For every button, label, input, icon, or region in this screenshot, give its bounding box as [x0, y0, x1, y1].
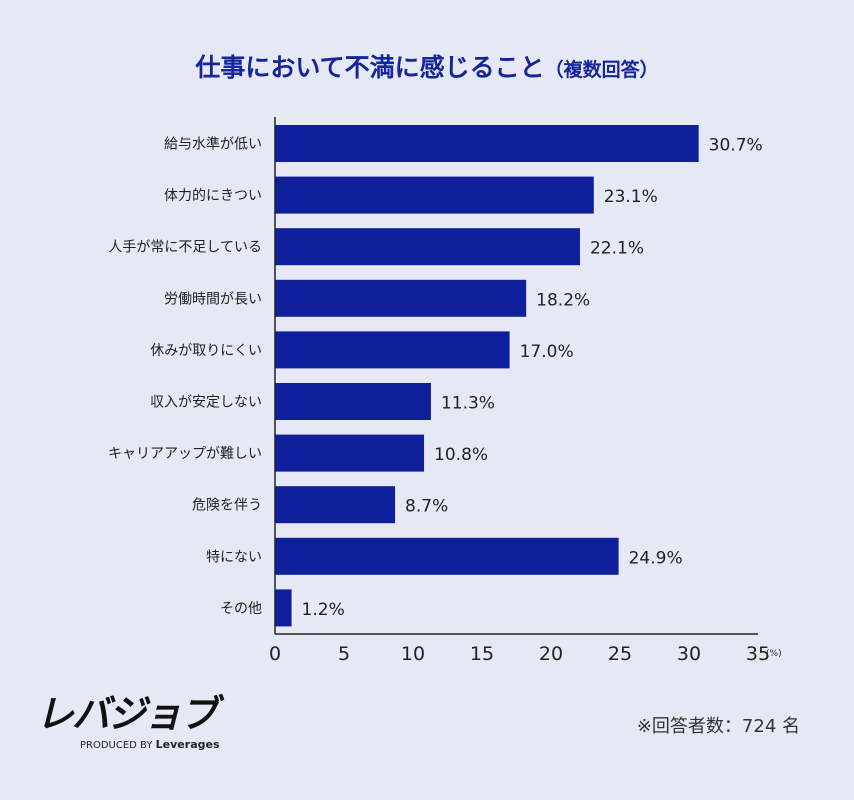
category-label: その他 [220, 601, 262, 617]
data-label: 22.1% [590, 239, 644, 259]
category-label: 特にない [206, 549, 262, 565]
category-label: 人手が常に不足している [108, 240, 262, 256]
x-tick-label: 25 [608, 643, 632, 665]
data-label: 10.8% [434, 445, 488, 465]
bar [275, 383, 431, 420]
data-label: 24.9% [629, 548, 683, 568]
category-label: 危険を伴う [192, 498, 262, 514]
category-label: 収入が安定しない [150, 395, 262, 411]
chart-title: 仕事において不満に感じること（複数回答） [0, 48, 854, 84]
x-tick-label: 10 [401, 643, 425, 665]
logo: レバジョブ PRODUCED BY Leverages [36, 694, 220, 751]
bar [275, 176, 594, 214]
x-tick-label: 20 [539, 643, 563, 665]
logo-sub: PRODUCED BY Leverages [80, 738, 220, 751]
bar [275, 331, 510, 369]
x-unit-label: (%) [766, 649, 782, 659]
data-label: 17.0% [520, 342, 574, 362]
category-label: 労働時間が長い [164, 291, 262, 307]
data-label: 18.2% [536, 290, 590, 310]
data-label: 8.7% [405, 497, 448, 517]
x-tick-label: 15 [470, 643, 494, 665]
x-tick-label: 5 [338, 643, 350, 665]
bar [275, 279, 527, 317]
subtitle-text: （複数回答） [544, 59, 659, 81]
data-label: 23.1% [604, 187, 658, 207]
data-label: 1.2% [302, 600, 345, 620]
bar [275, 125, 699, 162]
x-tick-label: 35 [746, 643, 770, 665]
data-label: 30.7% [709, 136, 763, 156]
bar [275, 434, 425, 472]
data-label: 11.3% [441, 394, 495, 414]
category-label: キャリアアップが難しい [108, 446, 262, 462]
x-tick-label: 0 [269, 643, 281, 665]
bar [275, 228, 580, 266]
bar [275, 589, 292, 627]
category-label: 体力的にきつい [164, 188, 262, 204]
bar [275, 486, 396, 524]
produced-by: PRODUCED BY [80, 740, 153, 751]
x-tick-label: 30 [677, 643, 701, 665]
logo-text: レバジョブ [36, 692, 218, 736]
bar [275, 537, 619, 575]
title-text: 仕事において不満に感じること [195, 53, 545, 82]
brand: Leverages [155, 738, 220, 751]
respondents-note: ※回答者数：724 名 [636, 716, 800, 737]
category-label: 休みが取りにくい [150, 343, 262, 359]
category-label: 給与水準が低い [164, 137, 262, 153]
